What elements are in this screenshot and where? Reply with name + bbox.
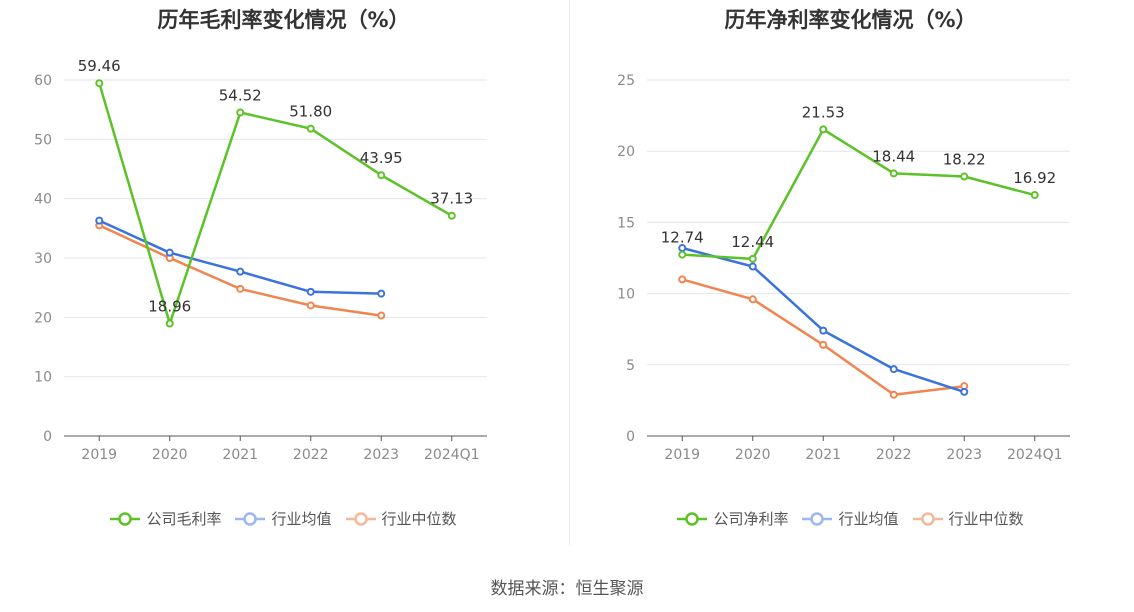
data-point [678, 250, 687, 259]
data-label: 16.92 [1013, 169, 1056, 187]
net-margin-chart: 0 5 10 15 20 25 2019 2020 2021 2022 2023 2024Q1 12.7… [617, 73, 1070, 463]
data-label: 21.53 [802, 103, 845, 121]
gross-margin-legend: 公司毛利率 行业均值 行业中位数 [0, 508, 567, 529]
y-tick-label: 30 [34, 251, 52, 267]
data-point [95, 216, 104, 225]
legend-label: 公司净利率 [713, 510, 789, 528]
x-tick-label: 2019 [664, 447, 700, 463]
data-label: 51.80 [289, 103, 332, 121]
legend-item-industry-average[interactable]: 行业均值 [802, 508, 899, 529]
gross-margin-panel: 历年毛利率变化情况（%） 0 10 20 30 40 50 60 2019 2020 2021 20… [0, 0, 567, 560]
legend-label: 行业均值 [838, 510, 899, 528]
legend-label: 行业中位数 [381, 510, 457, 528]
x-tick-label: 2019 [81, 447, 117, 463]
y-tick-label: 40 [34, 192, 52, 208]
legend-item-industry-median[interactable]: 行业中位数 [912, 508, 1024, 529]
legend-marker-green [677, 511, 708, 526]
data-label: 18.44 [872, 147, 915, 165]
data-label: 43.95 [360, 149, 403, 167]
data-point [306, 301, 315, 310]
legend-label: 行业中位数 [948, 510, 1024, 528]
y-tick-label: 25 [617, 73, 635, 89]
x-tick-label: 2022 [876, 447, 912, 463]
y-tick-label: 10 [617, 287, 635, 303]
panel-divider [569, 0, 570, 545]
net-margin-legend: 公司净利率 行业均值 行业中位数 [567, 508, 1134, 529]
legend-label: 公司毛利率 [146, 510, 222, 528]
data-point [889, 365, 898, 374]
y-tick-label: 15 [617, 215, 635, 231]
data-point [165, 319, 174, 328]
data-point [95, 79, 104, 88]
x-tick-label: 2022 [293, 447, 329, 463]
y-tick-label: 60 [34, 73, 52, 89]
y-tick-label: 20 [34, 310, 52, 326]
y-tick-label: 0 [626, 429, 635, 445]
legend-marker-orange [345, 511, 376, 526]
x-tick-label: 2020 [735, 447, 771, 463]
data-point [748, 262, 757, 271]
data-point [165, 248, 174, 257]
data-label: 18.96 [148, 298, 191, 316]
data-point [377, 311, 386, 320]
data-point [236, 267, 245, 276]
y-tick-label: 10 [34, 370, 52, 386]
legend-item-company-net-margin[interactable]: 公司净利率 [677, 508, 788, 529]
data-point [377, 289, 386, 298]
series-line [681, 246, 965, 394]
x-tick-label: 2024Q1 [424, 447, 480, 463]
x-tick-label: 2021 [222, 447, 258, 463]
legend-item-industry-median[interactable]: 行业中位数 [345, 508, 457, 529]
legend-item-industry-average[interactable]: 行业均值 [235, 508, 332, 529]
net-margin-title: 历年净利率变化情况（%） [724, 8, 977, 32]
data-point [1030, 191, 1039, 200]
legend-marker-blue [802, 511, 833, 526]
legend-marker-blue [235, 511, 266, 526]
data-source: 数据来源：恒生聚源 [490, 579, 644, 599]
series-line [98, 82, 453, 325]
y-tick-label: 5 [626, 358, 635, 374]
x-tick-label: 2024Q1 [1007, 447, 1063, 463]
x-tick-label: 2023 [946, 447, 982, 463]
x-tick-label: 2020 [152, 447, 188, 463]
data-point [678, 275, 687, 284]
data-point [748, 254, 757, 263]
data-label: 12.44 [731, 233, 774, 251]
data-point [960, 387, 969, 396]
data-point [236, 284, 245, 293]
data-point [306, 287, 315, 296]
data-point [819, 326, 828, 335]
y-tick-label: 50 [34, 132, 52, 148]
x-tick-label: 2023 [363, 447, 399, 463]
series-line [682, 128, 1036, 261]
data-point [960, 172, 969, 181]
data-label: 59.46 [78, 57, 121, 75]
legend-item-company-gross-margin[interactable]: 公司毛利率 [110, 508, 221, 529]
data-point [889, 390, 898, 399]
legend-marker-green [110, 511, 141, 526]
data-point [819, 340, 828, 349]
y-tick-label: 0 [43, 429, 52, 445]
y-tick-label: 20 [617, 144, 635, 160]
data-point [889, 169, 898, 178]
data-point [819, 125, 828, 134]
data-label: 37.13 [430, 190, 473, 208]
gross-margin-chart: 0 10 20 30 40 50 60 2019 2020 2021 2022 2023 2024Q1 5… [34, 57, 487, 463]
x-tick-label: 2021 [805, 447, 841, 463]
data-point [306, 124, 315, 133]
net-margin-panel: 历年净利率变化情况（%） 0 5 10 15 20 25 2019 2020 2021 2022 2… [567, 0, 1134, 560]
data-point [236, 108, 245, 117]
data-point [748, 295, 757, 304]
gross-margin-title: 历年毛利率变化情况（%） [157, 8, 410, 32]
data-label: 12.74 [661, 229, 704, 247]
data-point [377, 171, 386, 180]
data-point [447, 211, 456, 220]
data-label: 18.22 [943, 151, 986, 169]
legend-label: 行业均值 [271, 510, 332, 528]
legend-marker-orange [912, 511, 943, 526]
data-label: 54.52 [219, 87, 262, 105]
